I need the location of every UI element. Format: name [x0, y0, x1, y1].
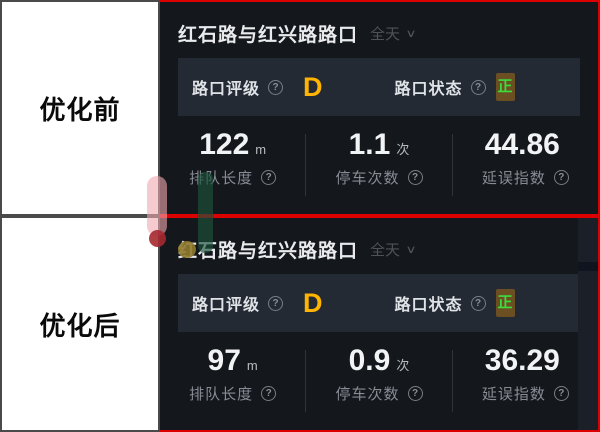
chevron-down-icon: ∨: [405, 243, 417, 256]
help-icon[interactable]: ?: [407, 386, 423, 401]
help-icon[interactable]: ?: [261, 386, 277, 401]
divider: [451, 350, 453, 412]
status-label: 路口状态: [394, 297, 463, 314]
stat-stop-count: 1.1 次 停车次数 ?: [306, 126, 451, 204]
help-icon[interactable]: ?: [261, 170, 277, 185]
rating-label: 路口评级: [192, 297, 261, 314]
stat-unit: m: [255, 142, 267, 157]
intersection-panel-before: 红石路与红兴路路口 全天 ∨ 路口评级 ? D 路口状态 ? 正: [160, 0, 600, 216]
stat-stop-count: 0.9 次 停车次数 ?: [306, 342, 451, 420]
status-group: 路口状态 ? 正: [395, 289, 515, 317]
stat-value: 1.1: [348, 128, 391, 161]
stat-queue-length: 122 m 排队长度 ?: [160, 126, 305, 204]
stat-label: 排队长度: [189, 170, 254, 187]
rating-status-row: 路口评级 ? D 路口状态 ? 正: [178, 58, 580, 116]
before-section: 优化前 红石路与红兴路路口 全天 ∨ 路口评级 ? D 路口状态 ? 正: [0, 0, 600, 216]
status-label: 路口状态: [394, 81, 463, 98]
stat-value: 44.86: [484, 128, 560, 161]
divider: [305, 350, 307, 412]
panel-titlebar: 红石路与红兴路路口 全天 ∨: [160, 2, 598, 52]
time-filter-value: 全天: [370, 25, 401, 43]
help-icon[interactable]: ?: [470, 295, 486, 311]
rating-label: 路口评级: [192, 81, 261, 98]
stat-unit: m: [246, 358, 258, 373]
after-section: 优化后 红石路与红兴路路口 全天 ∨ 路口评级 ? D 路口状态 ? 正: [0, 216, 600, 432]
stat-delay-index: 44.86 延误指数 ?: [453, 126, 598, 204]
intersection-title: 红石路与红兴路路口: [178, 24, 359, 46]
stat-queue-length: 97 m 排队长度 ?: [160, 342, 305, 420]
before-label: 优化前: [39, 94, 121, 125]
stats-row: 97 m 排队长度 ? 0.9 次 停车次数: [160, 342, 598, 420]
status-badge: 正: [495, 73, 515, 101]
help-icon[interactable]: ?: [268, 295, 284, 311]
stat-label: 延误指数: [481, 170, 546, 187]
after-label: 优化后: [39, 310, 121, 341]
help-icon[interactable]: ?: [268, 79, 284, 95]
stat-label: 停车次数: [335, 170, 400, 187]
time-filter-value: 全天: [370, 241, 401, 259]
stat-label: 延误指数: [481, 386, 546, 403]
background-map-sliver: [578, 218, 598, 430]
status-group: 路口状态 ? 正: [395, 73, 515, 101]
stat-value: 36.29: [484, 344, 560, 377]
intersection-panel-after: 红石路与红兴路路口 全天 ∨ 路口评级 ? D 路口状态 ? 正: [160, 216, 600, 432]
rating-value: D: [303, 71, 323, 102]
panel-titlebar: 红石路与红兴路路口 全天 ∨: [160, 218, 598, 268]
rating-value: D: [303, 287, 323, 318]
help-icon[interactable]: ?: [553, 386, 569, 401]
time-filter-dropdown[interactable]: 全天 ∨: [370, 239, 417, 260]
stat-unit: 次: [396, 142, 410, 157]
stat-value: 0.9: [348, 344, 391, 377]
stat-value: 97: [207, 344, 241, 377]
help-icon[interactable]: ?: [407, 170, 423, 185]
stat-value: 122: [199, 128, 250, 161]
stats-row: 122 m 排队长度 ? 1.1 次 停车次数: [160, 126, 598, 204]
intersection-title: 红石路与红兴路路口: [178, 240, 359, 262]
side-label-after: 优化后: [0, 216, 160, 432]
status-badge: 正: [495, 289, 515, 317]
stat-unit: 次: [396, 358, 410, 373]
stat-label: 停车次数: [335, 386, 400, 403]
stat-delay-index: 36.29 延误指数 ?: [453, 342, 598, 420]
rating-status-row: 路口评级 ? D 路口状态 ? 正: [178, 274, 580, 332]
divider: [451, 134, 453, 196]
side-label-before: 优化前: [0, 0, 160, 216]
help-icon[interactable]: ?: [470, 79, 486, 95]
help-icon[interactable]: ?: [553, 170, 569, 185]
chevron-down-icon: ∨: [405, 27, 417, 40]
stat-label: 排队长度: [189, 386, 254, 403]
divider: [305, 134, 307, 196]
time-filter-dropdown[interactable]: 全天 ∨: [370, 23, 417, 44]
